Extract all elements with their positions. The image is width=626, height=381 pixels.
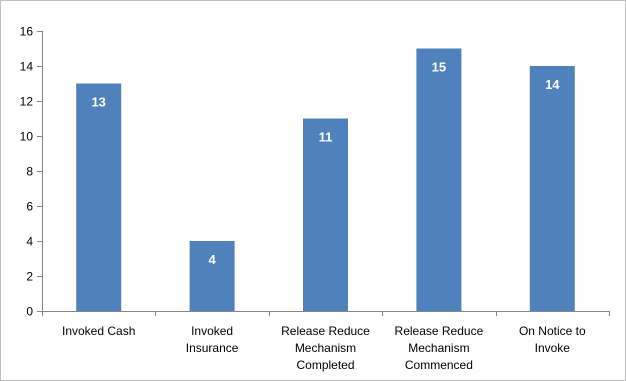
category-label: Release Reduce (395, 324, 484, 338)
category-label: On Notice to (519, 324, 586, 338)
category-label: Insurance (186, 341, 239, 355)
category-label: Commenced (405, 358, 473, 372)
bar (189, 241, 235, 311)
data-labels: 13 4 11 15 14 (91, 60, 560, 268)
category-labels: Invoked Cash Invoked Insurance Release Redu… (62, 324, 586, 372)
bar (416, 48, 462, 311)
y-axis: 0 2 4 6 8 10 12 14 16 (20, 25, 43, 319)
y-tick-label: 6 (26, 200, 33, 214)
y-tick-label: 0 (26, 305, 33, 319)
bar (529, 66, 575, 311)
y-tick-label: 2 (26, 270, 33, 284)
bars (76, 48, 575, 311)
data-label: 15 (432, 60, 446, 75)
y-tick-label: 16 (20, 25, 34, 39)
y-tick-label: 10 (20, 130, 34, 144)
bar (303, 118, 348, 311)
data-label: 14 (545, 77, 560, 92)
x-axis (42, 311, 610, 316)
category-label: Mechanism (408, 341, 469, 355)
data-label: 11 (319, 130, 333, 145)
category-label: Completed (296, 358, 354, 372)
y-tick-label: 14 (20, 60, 34, 74)
y-tick-label: 12 (20, 95, 34, 109)
category-label: Invoked Cash (62, 324, 135, 338)
data-label: 13 (91, 95, 105, 110)
y-tick-label: 8 (26, 165, 33, 179)
category-label: Release Reduce (281, 324, 370, 338)
y-tick-label: 4 (26, 235, 33, 249)
data-label: 4 (208, 252, 216, 267)
category-label: Mechanism (295, 341, 356, 355)
category-label: Invoked (191, 324, 233, 338)
category-label: Invoke (535, 341, 571, 355)
bar (76, 83, 122, 311)
